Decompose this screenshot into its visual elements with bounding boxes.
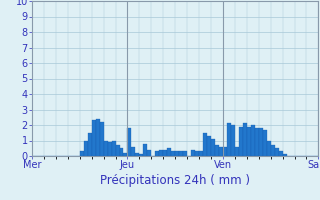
Bar xyxy=(283,154,287,156)
Bar xyxy=(108,142,112,156)
Bar xyxy=(132,147,135,156)
Bar xyxy=(100,122,104,156)
Bar xyxy=(104,140,108,156)
Bar xyxy=(119,148,124,156)
Bar xyxy=(199,151,203,156)
Bar xyxy=(163,150,167,156)
Bar xyxy=(275,148,279,156)
Bar xyxy=(279,151,283,156)
Bar xyxy=(88,133,92,156)
Bar xyxy=(167,148,171,156)
Bar xyxy=(211,139,215,156)
Bar xyxy=(140,154,143,156)
Bar xyxy=(147,150,151,156)
Bar xyxy=(116,145,119,156)
Bar xyxy=(127,128,132,156)
Bar xyxy=(179,151,183,156)
Bar xyxy=(183,151,187,156)
X-axis label: Précipitations 24h ( mm ): Précipitations 24h ( mm ) xyxy=(100,174,250,187)
Bar xyxy=(255,128,259,156)
Bar xyxy=(143,144,147,156)
Bar xyxy=(80,151,84,156)
Bar xyxy=(207,136,211,156)
Bar xyxy=(251,125,255,156)
Bar xyxy=(92,120,96,156)
Bar xyxy=(215,145,219,156)
Bar xyxy=(191,150,195,156)
Bar xyxy=(203,133,207,156)
Bar xyxy=(175,151,179,156)
Bar xyxy=(112,140,116,156)
Bar xyxy=(223,147,227,156)
Bar xyxy=(267,140,271,156)
Bar xyxy=(155,151,159,156)
Bar xyxy=(263,130,267,156)
Bar xyxy=(235,147,239,156)
Bar xyxy=(195,151,199,156)
Bar xyxy=(227,123,231,156)
Bar xyxy=(271,145,275,156)
Bar xyxy=(219,147,223,156)
Bar xyxy=(231,125,235,156)
Bar xyxy=(243,123,247,156)
Bar xyxy=(135,153,140,156)
Bar xyxy=(259,128,263,156)
Bar xyxy=(124,153,127,156)
Bar xyxy=(159,150,163,156)
Bar xyxy=(239,127,243,156)
Bar xyxy=(84,140,88,156)
Bar xyxy=(171,151,175,156)
Bar xyxy=(96,119,100,156)
Bar xyxy=(247,127,251,156)
